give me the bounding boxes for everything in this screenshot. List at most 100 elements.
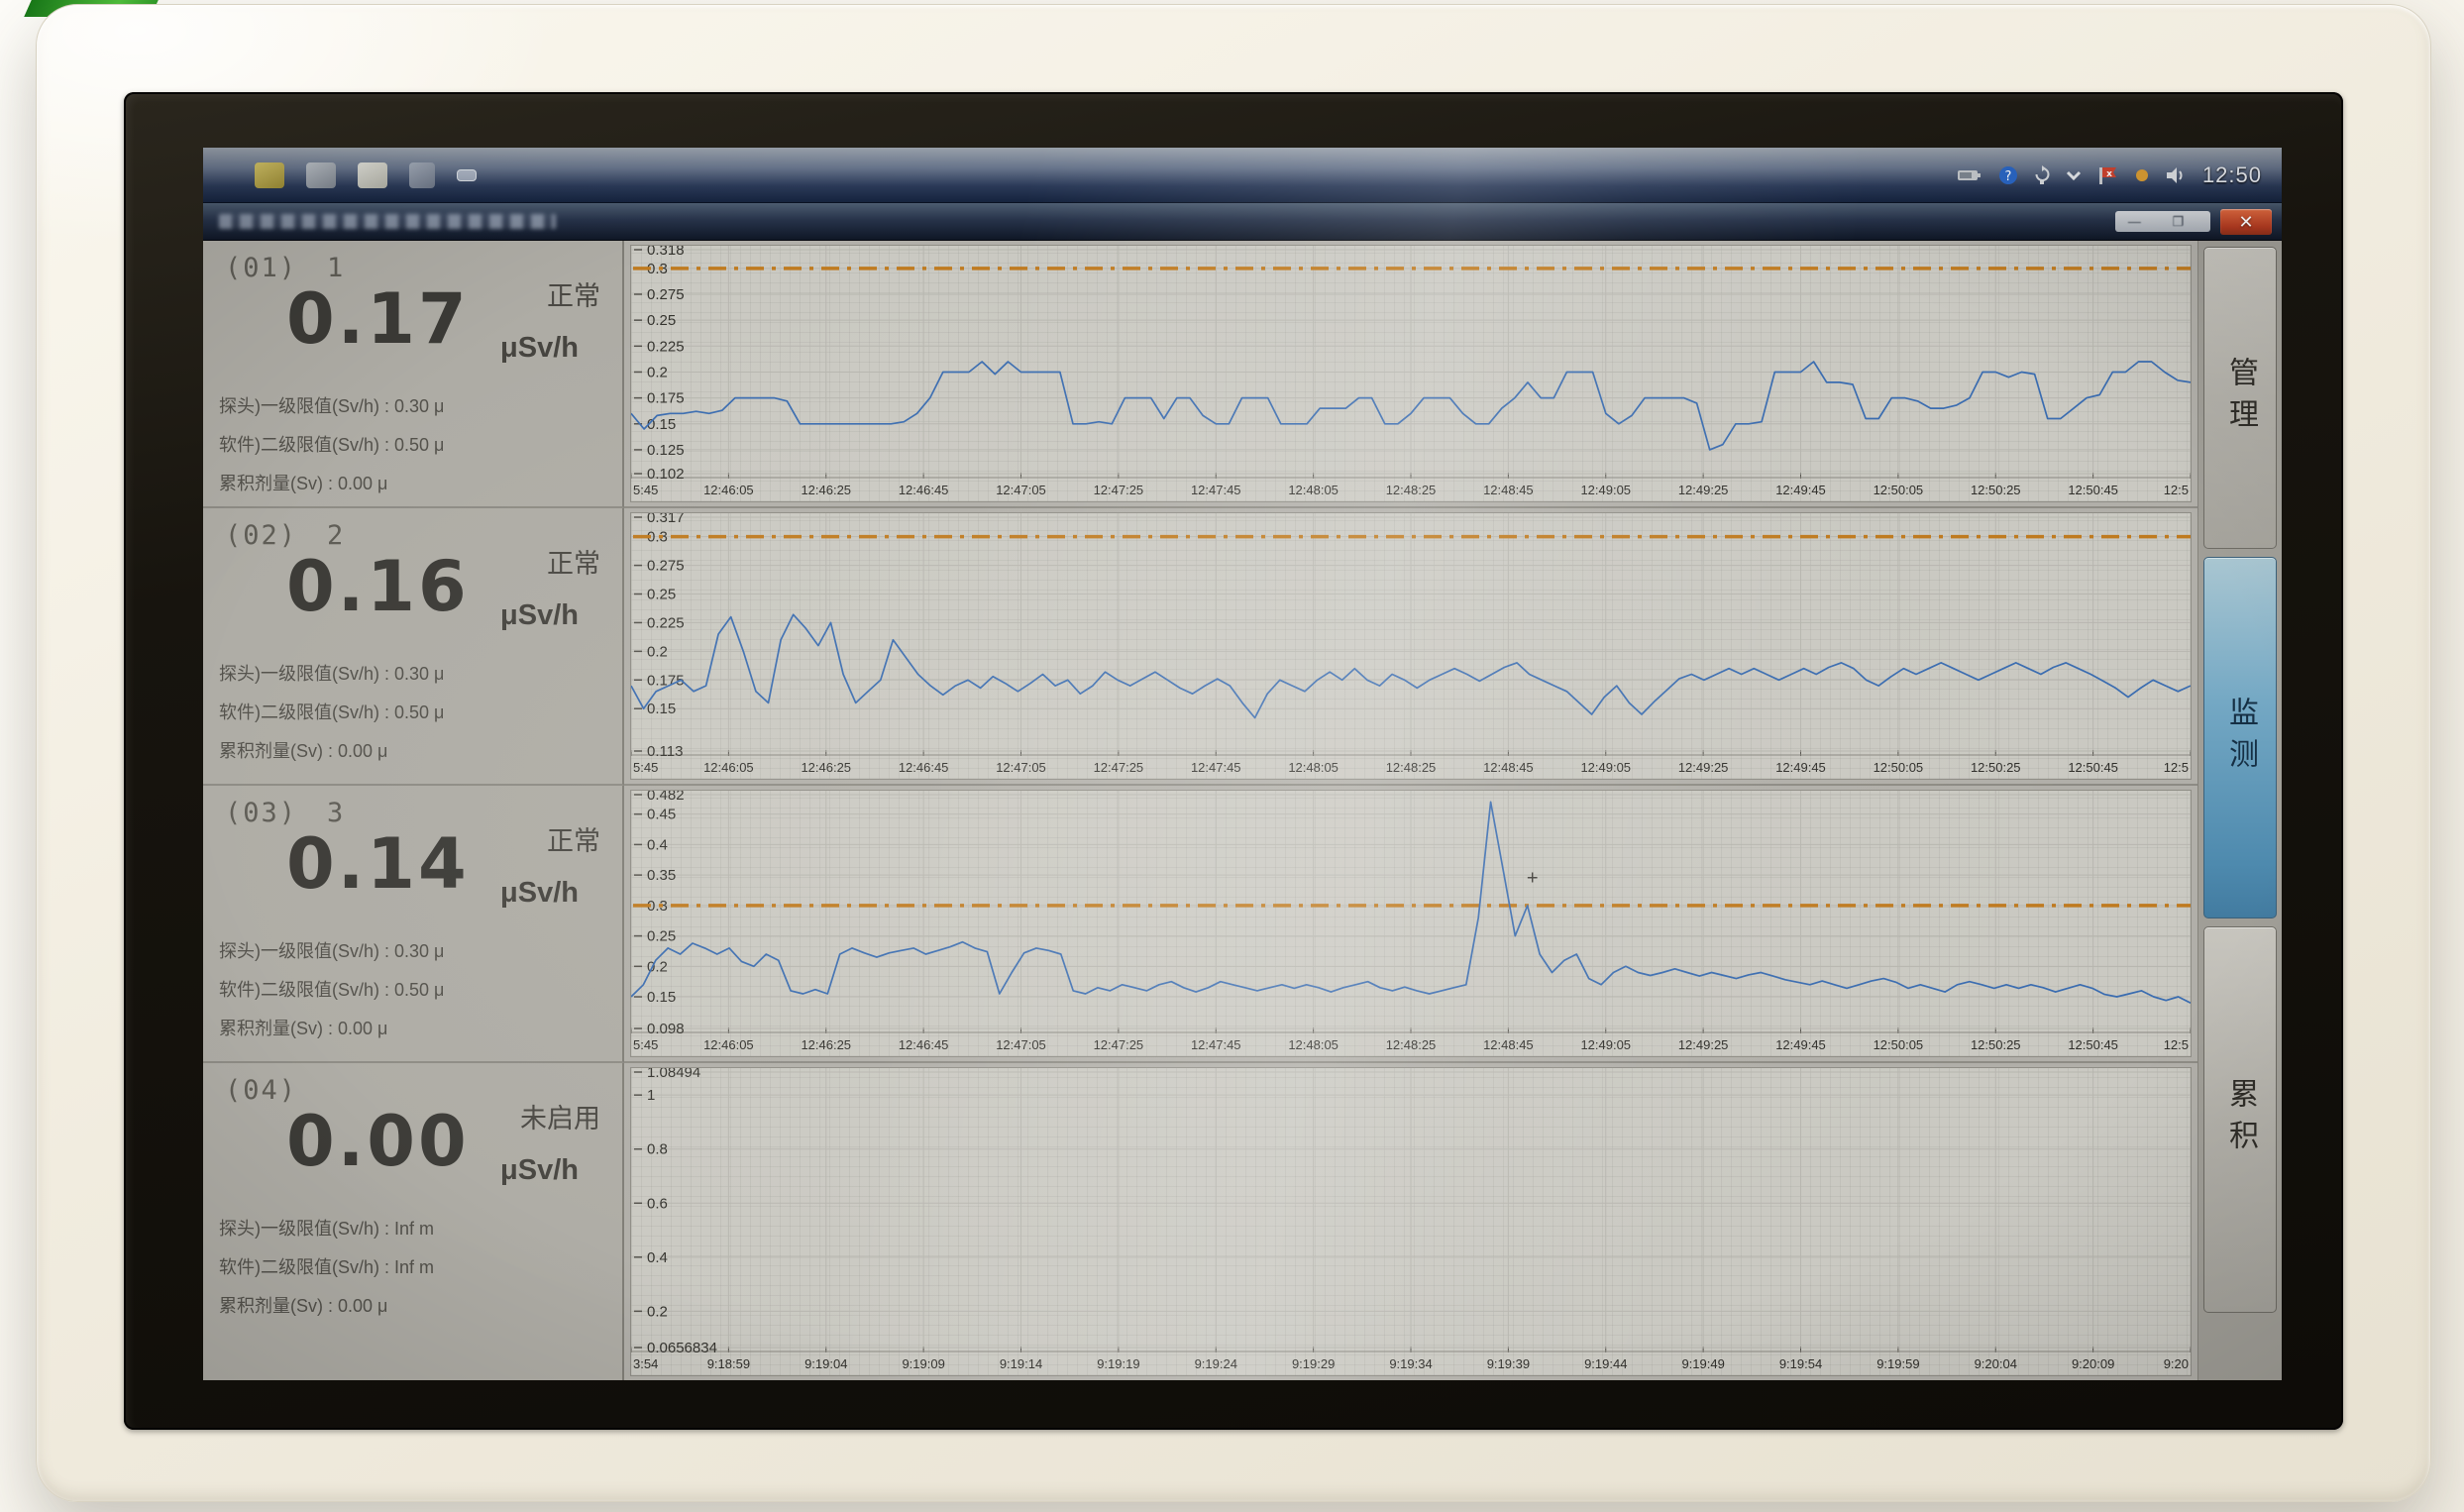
svg-text:12:47:25: 12:47:25 xyxy=(1094,1037,1144,1052)
svg-text:12:46:25: 12:46:25 xyxy=(801,1037,851,1052)
svg-text:0.225: 0.225 xyxy=(647,338,685,355)
svg-text:9:19:09: 9:19:09 xyxy=(902,1356,944,1371)
svg-text:12:46:45: 12:46:45 xyxy=(899,483,949,497)
limit-line-2: 软件)二级限值(Sv/h) : 0.50 μ xyxy=(219,435,445,455)
svg-text:12:48:25: 12:48:25 xyxy=(1386,760,1437,775)
tab-monitor[interactable]: 监测 xyxy=(2203,557,2277,918)
svg-text:9:19:34: 9:19:34 xyxy=(1389,1356,1432,1371)
channel-id: (03) 3 xyxy=(225,798,346,828)
trend-chart-2: 5:45 12:46:05 12:46:25 12:46:45 12:47:05 12:4… xyxy=(624,508,2197,786)
security-flag-icon[interactable]: x xyxy=(2097,165,2119,185)
channel-limits: 探头)一级限值(Sv/h) : Inf m 软件)二级限值(Sv/h) : In… xyxy=(219,1210,434,1326)
svg-text:1: 1 xyxy=(647,1087,655,1104)
channel-limits: 探头)一级限值(Sv/h) : 0.30 μ 软件)二级限值(Sv/h) : 0… xyxy=(219,387,444,503)
help-icon[interactable]: ? xyxy=(1998,165,2018,185)
svg-text:0.098: 0.098 xyxy=(647,1021,685,1037)
chevron-down-icon[interactable] xyxy=(2066,170,2082,180)
chart-canvas-2[interactable]: 5:45 12:46:05 12:46:25 12:46:45 12:47:05 12:4… xyxy=(631,513,2191,779)
svg-text:12:49:45: 12:49:45 xyxy=(1775,1037,1826,1052)
channel-unit: μSv/h xyxy=(500,1154,579,1186)
svg-text:12:48:45: 12:48:45 xyxy=(1483,760,1534,775)
titlebar: ✕ xyxy=(203,203,2282,241)
channel-value: 0.16 xyxy=(286,546,470,627)
svg-text:0.125: 0.125 xyxy=(647,442,685,459)
channel-id: (01) 1 xyxy=(225,253,346,283)
svg-text:0.15: 0.15 xyxy=(647,416,676,433)
svg-text:0.15: 0.15 xyxy=(647,701,676,717)
chart-canvas-1[interactable]: 5:45 12:46:05 12:46:25 12:46:45 12:47:05 12:4… xyxy=(631,246,2191,501)
tab-accumulate[interactable]: 累积 xyxy=(2203,926,2277,1313)
window-title-blur xyxy=(219,214,556,229)
app-icon-1[interactable] xyxy=(255,162,284,188)
svg-text:0.318: 0.318 xyxy=(647,246,685,259)
channel-id: (04) xyxy=(225,1075,298,1106)
screen: ? x xyxy=(203,148,2282,1380)
svg-text:12:48:05: 12:48:05 xyxy=(1288,760,1339,775)
dose-line: 累积剂量(Sv) : 0.00 μ xyxy=(219,1296,388,1316)
limit-line-1: 探头)一级限值(Sv/h) : 0.30 μ xyxy=(219,396,445,416)
svg-text:12:46:05: 12:46:05 xyxy=(703,1037,754,1052)
svg-text:12:49:25: 12:49:25 xyxy=(1678,483,1729,497)
svg-text:12:49:05: 12:49:05 xyxy=(1580,1037,1631,1052)
svg-text:12:47:05: 12:47:05 xyxy=(996,483,1046,497)
channel-unit: μSv/h xyxy=(500,877,579,909)
svg-text:0.2: 0.2 xyxy=(647,364,668,380)
svg-text:12:49:45: 12:49:45 xyxy=(1775,483,1826,497)
limit-line-2: 软件)二级限值(Sv/h) : Inf m xyxy=(219,1257,435,1277)
svg-text:0.4: 0.4 xyxy=(647,836,668,853)
screen-frame: ? x xyxy=(124,92,2343,1430)
chart-canvas-4[interactable]: 3:54 9:18:59 9:19:04 9:19:09 9:19:14 9:19:19 9… xyxy=(631,1068,2191,1375)
svg-text:12:49:25: 12:49:25 xyxy=(1678,1037,1729,1052)
svg-text:12:50:45: 12:50:45 xyxy=(2068,760,2118,775)
svg-text:0.275: 0.275 xyxy=(647,558,685,575)
svg-text:12:47:05: 12:47:05 xyxy=(996,760,1046,775)
svg-text:12:46:45: 12:46:45 xyxy=(899,1037,949,1052)
limit-line-1: 探头)一级限值(Sv/h) : Inf m xyxy=(219,1219,435,1239)
svg-text:12:47:45: 12:47:45 xyxy=(1191,483,1241,497)
channel-limits: 探头)一级限值(Sv/h) : 0.30 μ 软件)二级限值(Sv/h) : 0… xyxy=(219,932,444,1048)
close-button[interactable]: ✕ xyxy=(2220,208,2272,235)
svg-text:12:48:05: 12:48:05 xyxy=(1288,483,1339,497)
app-icon-3[interactable] xyxy=(358,162,387,188)
trend-chart-3: 5:45 12:46:05 12:46:25 12:46:45 12:47:05 12:4… xyxy=(624,786,2197,1063)
svg-text:12:50:05: 12:50:05 xyxy=(1874,1037,1924,1052)
channel-limits: 探头)一级限值(Sv/h) : 0.30 μ 软件)二级限值(Sv/h) : 0… xyxy=(219,655,444,771)
svg-text:0.25: 0.25 xyxy=(647,312,676,329)
svg-text:0.317: 0.317 xyxy=(647,513,685,526)
svg-text:9:19:39: 9:19:39 xyxy=(1487,1356,1530,1371)
svg-text:12:50:25: 12:50:25 xyxy=(1971,483,2021,497)
limit-line-1: 探头)一级限值(Sv/h) : 0.30 μ xyxy=(219,664,445,684)
battery-icon[interactable] xyxy=(1957,167,1982,183)
svg-text:12:46:45: 12:46:45 xyxy=(899,760,949,775)
app-icon-2[interactable] xyxy=(306,162,336,188)
svg-text:9:20: 9:20 xyxy=(2164,1356,2189,1371)
app-icon-5-active[interactable] xyxy=(457,168,477,181)
taskbar-clock: 12:50 xyxy=(2201,162,2262,187)
svg-text:0.4: 0.4 xyxy=(647,1249,668,1266)
svg-text:12:47:05: 12:47:05 xyxy=(996,1037,1046,1052)
svg-text:12:47:45: 12:47:45 xyxy=(1191,1037,1241,1052)
speaker-icon[interactable] xyxy=(2165,166,2187,184)
sync-icon[interactable] xyxy=(2034,164,2050,185)
channel-value: 0.00 xyxy=(286,1101,470,1182)
limit-line-1: 探头)一级限值(Sv/h) : 0.30 μ xyxy=(219,941,445,961)
svg-text:9:19:54: 9:19:54 xyxy=(1779,1356,1822,1371)
tab-manage[interactable]: 管理 xyxy=(2203,247,2277,549)
svg-text:9:19:14: 9:19:14 xyxy=(1000,1356,1042,1371)
channel-unit: μSv/h xyxy=(500,332,579,364)
svg-text:9:18:59: 9:18:59 xyxy=(707,1356,750,1371)
svg-text:12:48:45: 12:48:45 xyxy=(1483,1037,1534,1052)
system-tray: ? x xyxy=(1957,162,2262,188)
svg-text:12:49:45: 12:49:45 xyxy=(1775,760,1826,775)
app-icon-4[interactable] xyxy=(409,162,435,188)
chart-canvas-3[interactable]: 5:45 12:46:05 12:46:25 12:46:45 12:47:05 12:4… xyxy=(631,791,2191,1056)
status-dot-icon[interactable] xyxy=(2135,168,2149,182)
svg-text:12:5: 12:5 xyxy=(2164,483,2189,497)
svg-text:12:5: 12:5 xyxy=(2164,1037,2189,1052)
svg-text:12:50:25: 12:50:25 xyxy=(1971,760,2021,775)
svg-text:9:19:44: 9:19:44 xyxy=(1584,1356,1627,1371)
svg-text:12:47:25: 12:47:25 xyxy=(1094,760,1144,775)
svg-text:9:20:04: 9:20:04 xyxy=(1975,1356,2017,1371)
minimize-restore-buttons[interactable] xyxy=(2115,211,2210,232)
taskbar: ? x xyxy=(203,148,2282,203)
